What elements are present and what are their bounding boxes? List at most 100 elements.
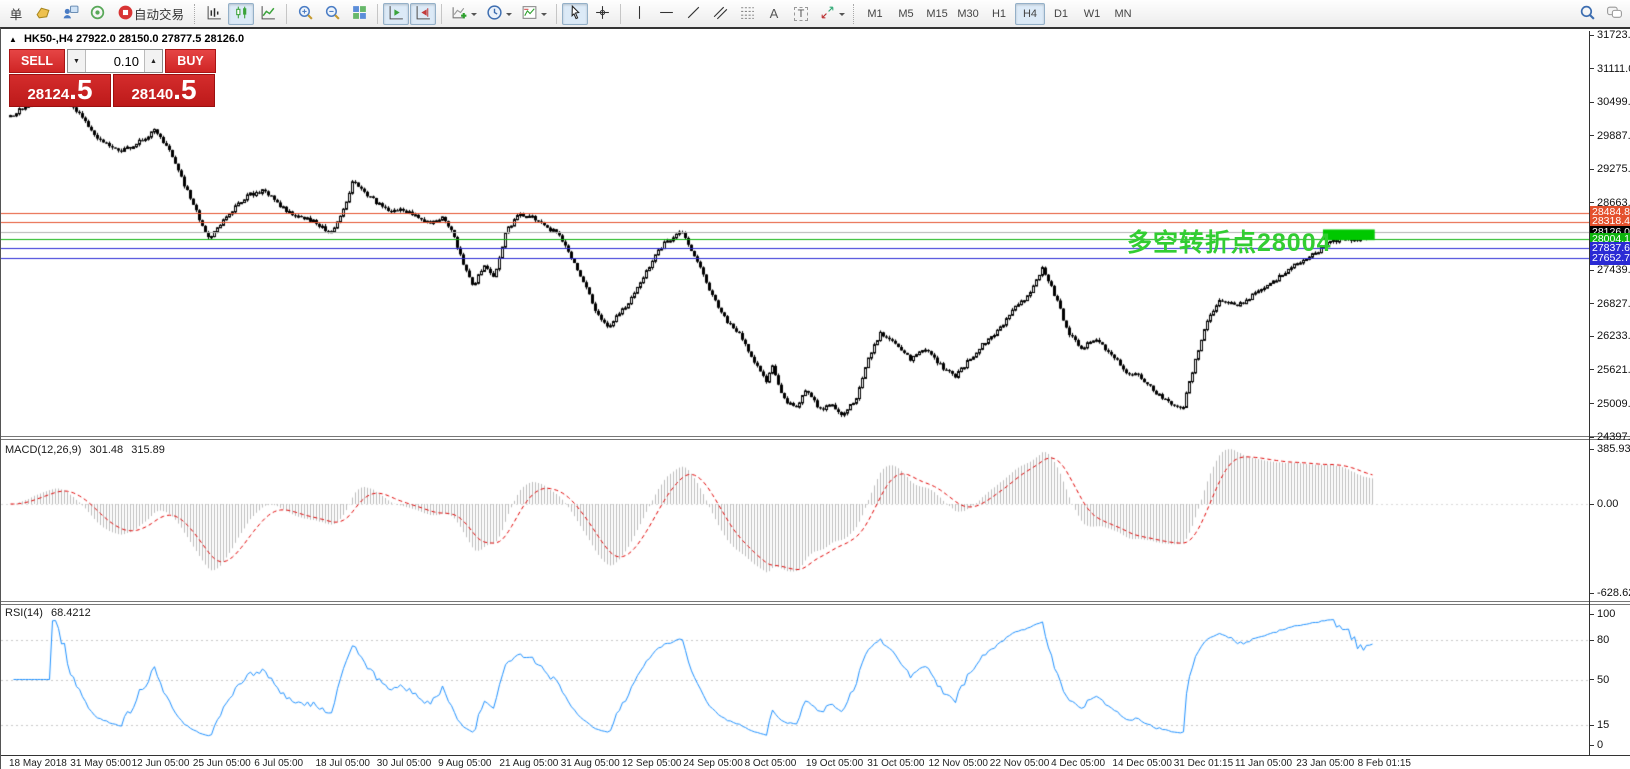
bar-chart-icon (206, 4, 223, 24)
time-axis-label: 18 Jul 05:00 (315, 758, 371, 769)
price-axis-label: 28663.0 (1597, 196, 1630, 209)
price-tick-mark (1589, 269, 1594, 271)
cursor-icon (567, 4, 584, 24)
periods-button[interactable] (482, 3, 516, 25)
buy-price-main: 28140 (131, 86, 174, 103)
gold-nugget-icon (35, 4, 52, 24)
text-tool-label: A (769, 6, 779, 21)
target-icon (89, 4, 106, 24)
macd-main-value: 301.48 (89, 444, 124, 456)
chart-annotation[interactable]: 多空转折点28004 (1127, 229, 1332, 257)
new-order-button[interactable]: 单 (3, 3, 29, 25)
collapse-triangle-icon[interactable]: ▲ (9, 35, 17, 44)
search-button[interactable] (1574, 3, 1600, 25)
price-chart-canvas[interactable] (1, 31, 1589, 436)
sell-button[interactable]: SELL (9, 49, 65, 73)
timeframe-w1-button[interactable]: W1 (1083, 7, 1101, 20)
toolbar-grip (194, 3, 197, 24)
horizontal-line-icon (658, 4, 675, 24)
autotrading-button[interactable]: 自动交易 (111, 3, 190, 25)
vertical-line-tool-button[interactable] (626, 3, 652, 25)
templates-button[interactable] (517, 3, 551, 25)
fibonacci-tool-button[interactable] (734, 3, 760, 25)
time-axis-line[interactable] (1, 755, 1630, 756)
timeframe-h4-button[interactable]: H4 (1015, 2, 1046, 25)
timeframe-m30-button[interactable]: M30 (957, 7, 979, 20)
metaeditor-button[interactable] (57, 3, 83, 25)
rsi-tick-mark (1589, 639, 1594, 641)
chat-button[interactable] (1601, 3, 1627, 25)
chat-icon (1606, 4, 1623, 24)
vertical-line-icon (631, 4, 648, 24)
timeframe-m5-button[interactable]: M5 (898, 7, 914, 20)
price-tick-mark (1589, 168, 1594, 170)
add-indicator-icon (451, 4, 468, 24)
text-tool-button[interactable]: A (761, 3, 787, 25)
line-chart-button[interactable] (255, 3, 281, 25)
toolbar-separator (620, 3, 622, 24)
macd-axis-label: 385.93 (1597, 443, 1630, 456)
rsi-indicator-canvas[interactable] (1, 605, 1589, 755)
text-label-tool-button[interactable]: T (788, 3, 814, 25)
time-axis-label: 12 Nov 05:00 (928, 758, 989, 769)
macd-tick-mark (1589, 503, 1594, 505)
buy-price-fraction: .5 (173, 74, 197, 105)
fibonacci-icon (739, 4, 756, 24)
equidistant-channel-tool-button[interactable] (707, 3, 733, 25)
market-watch-button[interactable] (30, 3, 56, 25)
time-axis-label: 31 Oct 05:00 (867, 758, 925, 769)
pane-separator[interactable] (1, 436, 1630, 440)
price-axis-label: 31111.0 (1597, 62, 1630, 75)
cursor-tool-button[interactable] (562, 2, 589, 25)
autotrading-label: 自动交易 (134, 8, 185, 22)
timeframe-mn-button[interactable]: MN (1114, 7, 1132, 20)
crosshair-tool-button[interactable] (589, 3, 615, 25)
signals-button[interactable] (84, 3, 110, 25)
tile-windows-button[interactable] (346, 3, 372, 25)
price-tick-mark (1589, 202, 1594, 204)
price-axis-label: 29887.0 (1597, 129, 1630, 142)
dropdown-arrow-icon (506, 12, 513, 19)
price-tick-mark (1589, 436, 1594, 438)
bar-chart-button[interactable] (201, 3, 227, 25)
rsi-axis-label: 50 (1597, 673, 1610, 686)
sell-price-display[interactable]: 28124 .5 (9, 74, 111, 107)
price-axis-label: 26233.0 (1597, 330, 1630, 343)
timeframe-h1-button[interactable]: H1 (991, 7, 1007, 20)
zoom-in-button[interactable] (292, 3, 318, 25)
arrows-tool-button[interactable] (815, 3, 849, 25)
candlestick-chart-button[interactable] (228, 2, 255, 25)
price-tick-mark (1589, 403, 1594, 404)
price-axis-label: 24397.0 (1597, 431, 1630, 444)
time-axis-label: 8 Oct 05:00 (744, 758, 797, 769)
sell-price-fraction: .5 (69, 74, 93, 105)
volume-input[interactable]: 0.10 (113, 53, 139, 69)
buy-button[interactable]: BUY (165, 49, 216, 73)
trendline-tool-button[interactable] (680, 3, 706, 25)
volume-decrease-button[interactable]: ▼ (68, 50, 86, 72)
time-axis-label: 24 Sep 05:00 (683, 758, 743, 769)
macd-indicator-canvas[interactable] (1, 440, 1589, 601)
zoom-out-button[interactable] (319, 3, 345, 25)
macd-axis-label: -628.62 (1597, 587, 1630, 600)
trendline-icon (685, 4, 702, 24)
timeframe-m1-button[interactable]: M1 (867, 7, 883, 20)
timeframe-d1-button[interactable]: D1 (1053, 7, 1069, 20)
timeframe-m15-button[interactable]: M15 (926, 7, 948, 20)
price-axis-line[interactable] (1589, 31, 1590, 755)
zoom-in-icon (297, 4, 314, 24)
macd-label: MACD(12,26,9) 301.48 315.89 (5, 444, 170, 456)
buy-price-display[interactable]: 28140 .5 (113, 74, 215, 107)
chart-shift-button[interactable] (410, 2, 437, 25)
horizontal-line-tool-button[interactable] (653, 3, 679, 25)
time-axis-label: 30 Jul 05:00 (376, 758, 432, 769)
time-axis-label: 31 Dec 01:15 (1173, 758, 1234, 769)
volume-increase-button[interactable]: ▲ (144, 50, 162, 72)
zoom-out-icon (324, 4, 341, 24)
auto-scroll-button[interactable] (383, 2, 410, 25)
rsi-name: RSI(14) (5, 607, 43, 619)
price-axis-label: 26827.0 (1597, 297, 1630, 310)
pane-separator[interactable] (1, 601, 1630, 605)
price-axis-label: 25621.0 (1597, 363, 1630, 376)
indicators-button[interactable] (447, 3, 481, 25)
